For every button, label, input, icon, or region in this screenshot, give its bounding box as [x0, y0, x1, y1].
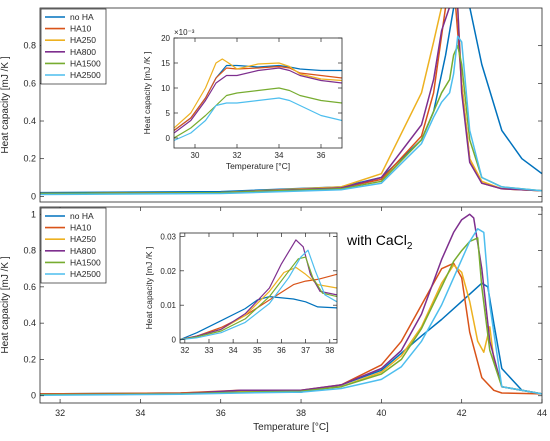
inset-plot-background	[174, 38, 342, 148]
inset-x-tick-label: 30	[191, 151, 200, 160]
axes-frame	[39, 7, 543, 203]
legend-label: HA2500	[70, 269, 101, 279]
inset-series-group	[180, 239, 337, 341]
y-axis-label: Heat capacity [mJ /K ]	[0, 56, 11, 153]
x-axis-label: Temperature [°C]	[253, 422, 329, 433]
inset-y-axis-label: Heat capacity [mJ /K ]	[144, 247, 154, 330]
inset-x-tick-label: 36	[277, 346, 286, 355]
inset-chart: 0 5 10 15 20 30 32 34 36 Heat capacity [mJ /K ] Te…	[142, 28, 343, 171]
inset-y-tick-label: 15	[161, 59, 170, 68]
x-tick-label: 32	[55, 408, 65, 418]
inset-y-tick-label: 0.03	[160, 232, 176, 241]
y-tick-label: 0.4	[23, 116, 36, 126]
annotation-main: with CaCl	[346, 232, 407, 248]
legend-box	[40, 207, 107, 284]
inset-x-tick-label: 32	[233, 151, 242, 160]
inset-y-tick-label: 0.02	[160, 267, 176, 276]
inset-y-tick-label: 20	[161, 34, 170, 43]
y-tick-label: 0	[31, 391, 36, 401]
series-line	[40, 35, 542, 196]
inset-series-line	[180, 296, 337, 341]
y-axis-label: Heat capacity [mJ /K ]	[0, 256, 11, 353]
inset-y-tick-label: 5	[166, 109, 171, 118]
inset-series-line	[174, 65, 342, 131]
annotation-text: with CaCl2	[346, 232, 413, 252]
inset-y-tick-label: 10	[161, 84, 170, 93]
x-tick-label: 38	[296, 408, 306, 418]
y-tick-label: 0.6	[23, 282, 36, 292]
legend-label: HA800	[70, 246, 96, 256]
inset-series-line	[180, 256, 337, 341]
inset-exponent-label: ×10⁻³	[174, 28, 195, 37]
bottom-panel: 0 0.2 0.4 0.6 0.8 1 32 34 36 38 40 42 44 Heat capacit…	[0, 206, 547, 433]
inset-x-tick-label: 34	[229, 346, 238, 355]
legend-box	[40, 8, 107, 85]
legend-label: HA10	[70, 223, 92, 233]
inset-x-tick-label: 38	[325, 346, 334, 355]
x-tick-label: 42	[457, 408, 467, 418]
inset-y-tick-label: 0	[172, 336, 177, 345]
inset-series-line	[174, 58, 342, 129]
inset-x-tick-label: 37	[301, 346, 310, 355]
inset-series-line	[174, 97, 342, 142]
x-tick-label: 34	[135, 408, 145, 418]
inset-plot-background	[180, 233, 337, 343]
inset-y-axis-label: Heat capacity [mJ /K ]	[142, 52, 152, 135]
series-line	[40, 228, 542, 396]
inset-x-tick-label: 35	[253, 346, 262, 355]
y-tick-label: 0.2	[23, 154, 36, 164]
x-tick-label: 40	[376, 408, 386, 418]
legend-label: HA1500	[70, 58, 101, 68]
inset-series-line	[174, 87, 342, 139]
legend-label: HA2500	[70, 70, 101, 80]
inset-x-tick-label: 33	[205, 346, 214, 355]
legend-label: HA1500	[70, 257, 101, 267]
legend-label: HA10	[70, 24, 92, 34]
series-line	[40, 237, 542, 396]
y-tick-label: 1	[31, 209, 36, 219]
inset-axes-frame	[173, 37, 343, 149]
legend-label: no HA	[70, 211, 94, 221]
inset-x-tick-label: 36	[317, 151, 326, 160]
series-line	[40, 44, 542, 195]
y-tick-label: 0.6	[23, 78, 36, 88]
annotation-subscript: 2	[407, 241, 413, 252]
legend-label: HA250	[70, 35, 96, 45]
inset-series-line	[180, 249, 337, 341]
legend-label: HA800	[70, 47, 96, 57]
x-tick-label: 44	[537, 408, 547, 418]
series-line	[40, 213, 542, 396]
series-group	[40, 213, 542, 396]
y-tick-label: 0.2	[23, 354, 36, 364]
y-tick-label: 0.8	[23, 246, 36, 256]
series-line	[40, 8, 542, 195]
x-tick-label: 36	[216, 408, 226, 418]
series-group	[40, 8, 542, 196]
y-tick-label: 0.4	[23, 318, 36, 328]
inset-series-line	[174, 67, 342, 134]
top-panel: 0 0.2 0.4 0.6 0.8 Heat capacity [mJ /K ] no HA…	[0, 7, 543, 203]
y-tick-label: 0.8	[23, 41, 36, 51]
axes-frame	[39, 206, 543, 404]
series-line	[40, 8, 542, 195]
legend-label: no HA	[70, 12, 94, 22]
inset-x-axis-label: Temperature [°C]	[226, 161, 290, 171]
inset-y-tick-label: 0.01	[160, 301, 176, 310]
legend-label: HA250	[70, 234, 96, 244]
inset-x-tick-label: 32	[180, 346, 189, 355]
inset-x-tick-label: 34	[275, 151, 284, 160]
inset-chart: 0 0.01 0.02 0.03 32 33 34 35 36 37 38 Heat capacity…	[144, 232, 338, 355]
inset-series-group	[174, 58, 342, 142]
inset-y-tick-label: 0	[166, 134, 171, 143]
inset-axes-frame	[179, 232, 338, 344]
y-tick-label: 0	[31, 191, 36, 201]
